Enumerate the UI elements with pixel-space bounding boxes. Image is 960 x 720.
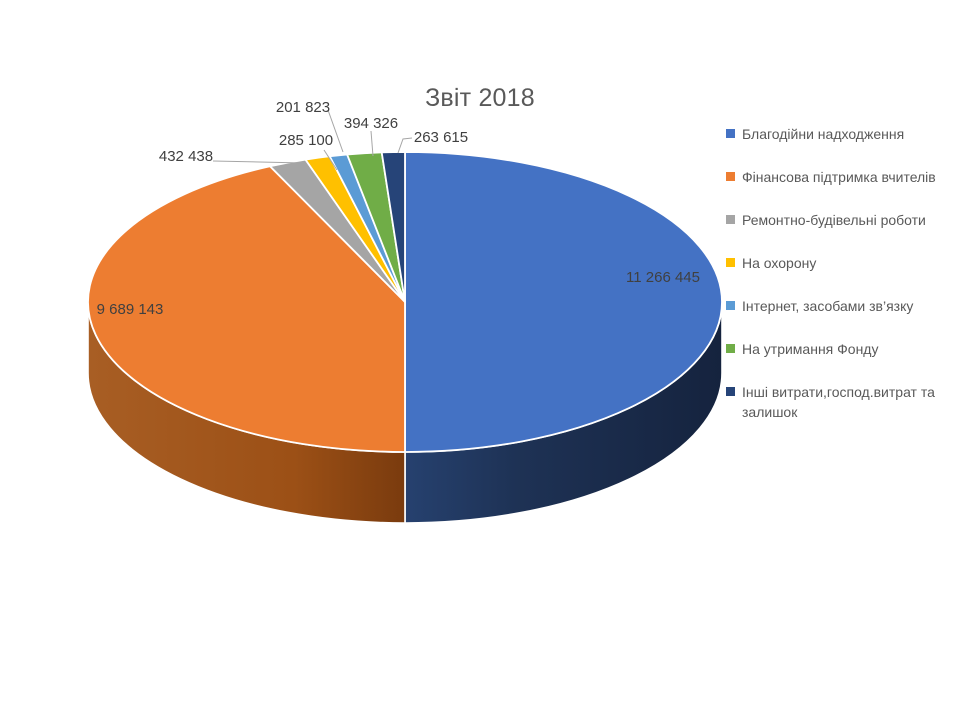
legend-label: На утримання Фонду bbox=[742, 341, 879, 357]
legend-swatch-icon bbox=[726, 129, 735, 138]
legend-label: Інші витрати,господ.витрат та залишок bbox=[742, 384, 935, 420]
data-label: 263 615 bbox=[414, 129, 468, 146]
leader-line bbox=[327, 109, 344, 153]
legend-label: На охорону bbox=[742, 255, 817, 271]
legend-item[interactable]: Інші витрати,господ.витрат та залишок bbox=[726, 382, 952, 422]
legend-swatch-icon bbox=[726, 387, 735, 396]
leader-line bbox=[370, 130, 374, 157]
legend-item[interactable]: Ремонтно-будівельні роботи bbox=[726, 210, 952, 230]
data-label: 285 100 bbox=[279, 132, 333, 149]
leader-line bbox=[323, 149, 338, 171]
chart-title: Звіт 2018 bbox=[425, 84, 535, 112]
pie-slice-1[interactable] bbox=[87, 165, 406, 453]
legend-label: Ремонтно-будівельні роботи bbox=[742, 212, 926, 228]
data-label: 11 266 445 bbox=[626, 269, 700, 286]
leader-line bbox=[397, 137, 413, 154]
legend-item[interactable]: На охорону bbox=[726, 253, 952, 273]
pie-slice-6[interactable] bbox=[380, 151, 406, 303]
legend-label: Інтернет, засобами зв’язку bbox=[742, 298, 914, 314]
legend-swatch-icon bbox=[726, 215, 735, 224]
data-label: 9 689 143 bbox=[97, 301, 164, 318]
legend-swatch-icon bbox=[726, 172, 735, 181]
legend-label: Фінансова підтримка вчителів bbox=[742, 169, 936, 185]
data-label: 394 326 bbox=[344, 115, 398, 132]
data-label: 432 438 bbox=[159, 148, 213, 165]
legend-swatch-icon bbox=[726, 344, 735, 353]
legend-item[interactable]: Інтернет, засобами зв’язку bbox=[726, 296, 952, 316]
legend-item[interactable]: На утримання Фонду bbox=[726, 339, 952, 359]
pie-slice-0[interactable] bbox=[404, 151, 723, 453]
data-label: 201 823 bbox=[276, 99, 330, 116]
legend-item[interactable]: Фінансова підтримка вчителів bbox=[726, 167, 952, 187]
legend-swatch-icon bbox=[726, 258, 735, 267]
legend-item[interactable]: Благодійни надходження bbox=[726, 124, 952, 144]
legend-swatch-icon bbox=[726, 301, 735, 310]
legend-label: Благодійни надходження bbox=[742, 126, 905, 142]
leader-line bbox=[212, 160, 305, 164]
